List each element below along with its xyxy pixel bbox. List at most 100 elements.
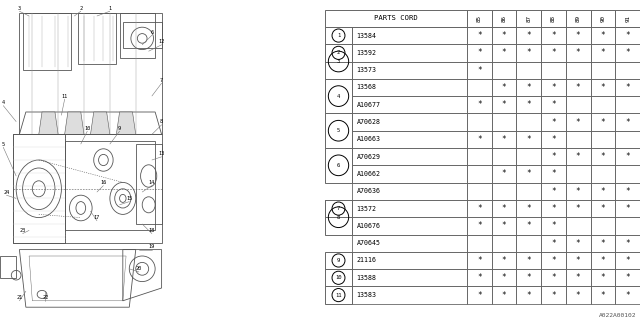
Text: A10662: A10662 <box>356 171 381 177</box>
Bar <box>467 183 492 200</box>
Bar <box>566 131 591 148</box>
Bar <box>325 200 352 235</box>
Bar <box>615 183 640 200</box>
Bar <box>516 252 541 269</box>
Bar <box>492 183 516 200</box>
Text: 4: 4 <box>2 100 4 105</box>
Bar <box>516 79 541 96</box>
Bar <box>352 61 467 79</box>
Bar <box>467 217 492 235</box>
Text: 9: 9 <box>118 125 121 131</box>
Bar <box>541 61 566 79</box>
Text: 6: 6 <box>150 29 154 35</box>
Text: *: * <box>625 83 630 92</box>
Bar <box>325 79 352 113</box>
Bar <box>541 165 566 183</box>
Text: A70629: A70629 <box>356 154 381 160</box>
Bar <box>615 131 640 148</box>
Text: A10677: A10677 <box>356 102 381 108</box>
Bar <box>615 113 640 131</box>
Text: *: * <box>502 221 506 230</box>
Text: *: * <box>477 31 481 40</box>
Bar <box>566 235 591 252</box>
Text: 19: 19 <box>148 244 155 249</box>
Text: *: * <box>600 256 605 265</box>
Bar <box>591 183 615 200</box>
Bar <box>492 286 516 304</box>
Text: *: * <box>576 48 580 57</box>
Text: *: * <box>477 291 481 300</box>
Bar <box>467 200 492 217</box>
Text: *: * <box>477 66 481 75</box>
Bar <box>325 286 352 304</box>
Text: *: * <box>625 291 630 300</box>
Text: *: * <box>477 273 481 282</box>
Text: 21116: 21116 <box>356 258 376 263</box>
Bar <box>467 96 492 113</box>
Text: 22: 22 <box>42 295 49 300</box>
Bar <box>541 10 566 27</box>
Text: *: * <box>526 83 531 92</box>
Polygon shape <box>90 112 110 134</box>
Bar <box>492 200 516 217</box>
Text: 1: 1 <box>337 33 340 38</box>
Bar <box>591 27 615 44</box>
Bar <box>352 165 467 183</box>
Text: *: * <box>526 204 531 213</box>
Bar <box>591 217 615 235</box>
Bar <box>566 183 591 200</box>
Bar <box>467 286 492 304</box>
Text: *: * <box>600 83 605 92</box>
Bar <box>516 183 541 200</box>
Text: *: * <box>551 31 556 40</box>
Bar <box>516 10 541 27</box>
Bar <box>325 148 352 183</box>
Text: *: * <box>600 48 605 57</box>
Bar <box>352 44 467 61</box>
Bar <box>516 165 541 183</box>
Text: *: * <box>600 31 605 40</box>
Text: *: * <box>625 273 630 282</box>
Text: 3: 3 <box>18 5 21 11</box>
Bar <box>591 10 615 27</box>
Text: *: * <box>625 239 630 248</box>
Bar <box>352 286 467 304</box>
Text: 90: 90 <box>600 15 605 22</box>
Text: 23: 23 <box>19 228 26 233</box>
Bar <box>615 79 640 96</box>
Text: *: * <box>502 31 506 40</box>
Text: *: * <box>551 204 556 213</box>
Bar <box>492 252 516 269</box>
Bar <box>566 113 591 131</box>
Bar <box>325 113 352 148</box>
Bar <box>492 217 516 235</box>
Bar <box>352 131 467 148</box>
Text: *: * <box>600 239 605 248</box>
Text: *: * <box>502 204 506 213</box>
Text: *: * <box>526 48 531 57</box>
Bar <box>566 44 591 61</box>
Bar <box>615 61 640 79</box>
Bar <box>352 269 467 286</box>
Text: A10676: A10676 <box>356 223 381 229</box>
Bar <box>516 131 541 148</box>
Text: A70628: A70628 <box>356 119 381 125</box>
Polygon shape <box>65 112 84 134</box>
Polygon shape <box>39 112 58 134</box>
Text: 16: 16 <box>100 180 106 185</box>
Text: PARTS CORD: PARTS CORD <box>374 15 418 21</box>
Bar <box>615 269 640 286</box>
Bar <box>566 200 591 217</box>
Text: 13584: 13584 <box>356 33 376 38</box>
Text: 21: 21 <box>16 295 22 300</box>
Bar <box>352 200 467 217</box>
Text: *: * <box>551 100 556 109</box>
Bar <box>352 235 467 252</box>
Bar <box>492 269 516 286</box>
Text: 15: 15 <box>126 196 132 201</box>
Bar <box>615 148 640 165</box>
Bar <box>566 79 591 96</box>
Text: *: * <box>576 256 580 265</box>
Text: *: * <box>502 291 506 300</box>
Text: *: * <box>526 170 531 179</box>
